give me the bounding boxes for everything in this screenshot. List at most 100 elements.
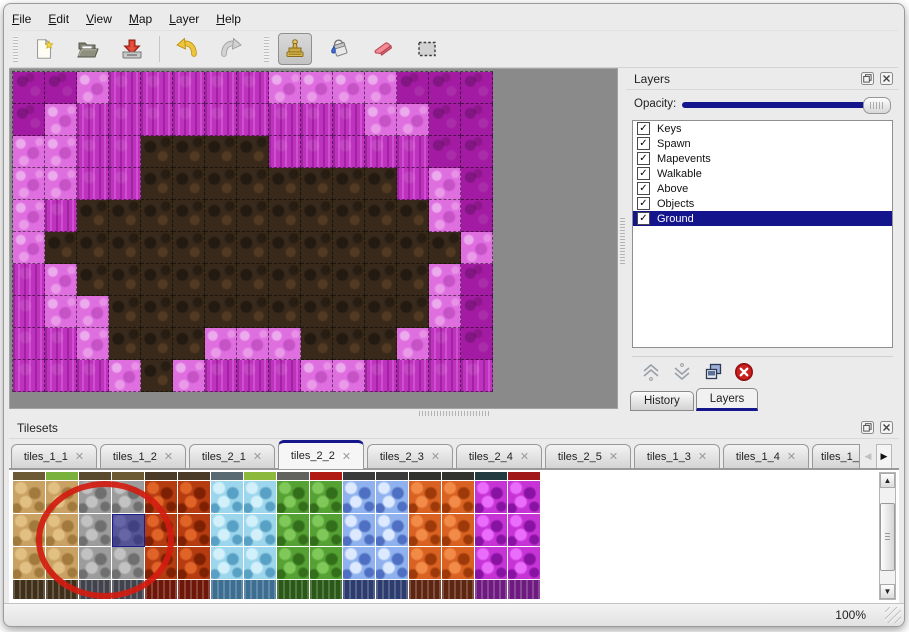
- tileset-tab-tiles_1_[interactable]: tiles_1_✕: [812, 444, 860, 468]
- tileset-tile[interactable]: [46, 514, 78, 546]
- duplicate-layer-button[interactable]: [702, 361, 724, 383]
- scroll-up-icon[interactable]: ▲: [880, 473, 895, 488]
- map-tile[interactable]: [45, 168, 77, 200]
- map-tile[interactable]: [429, 264, 461, 296]
- move-layer-up-button[interactable]: [640, 361, 662, 383]
- map-tile[interactable]: [365, 328, 397, 360]
- map-tile[interactable]: [269, 296, 301, 328]
- tileset-tile[interactable]: [13, 472, 45, 480]
- map-tile[interactable]: [205, 296, 237, 328]
- tileset-tile[interactable]: [46, 481, 78, 513]
- tileset-tile[interactable]: [145, 472, 177, 480]
- open-button[interactable]: [71, 33, 105, 65]
- toolbar-grip[interactable]: [13, 36, 18, 62]
- map-tile[interactable]: [333, 264, 365, 296]
- map-tile[interactable]: [77, 104, 109, 136]
- map-tile[interactable]: [173, 72, 205, 104]
- map-tile[interactable]: [77, 360, 109, 392]
- tileset-tile[interactable]: [442, 514, 474, 546]
- tileset-tile[interactable]: [376, 514, 408, 546]
- map-tile[interactable]: [365, 72, 397, 104]
- map-tile[interactable]: [333, 360, 365, 392]
- tab-scroll-left-icon[interactable]: ◀: [864, 450, 872, 461]
- tileset-tile[interactable]: [13, 514, 45, 546]
- tileset-tile[interactable]: [376, 580, 408, 599]
- tileset-tile[interactable]: [277, 514, 309, 546]
- tileset-tile[interactable]: [145, 580, 177, 599]
- map-tile[interactable]: [301, 168, 333, 200]
- map-tile[interactable]: [77, 296, 109, 328]
- map-tile[interactable]: [13, 328, 45, 360]
- tileset-tile[interactable]: [442, 580, 474, 599]
- tileset-tile[interactable]: [112, 481, 144, 513]
- tileset-tile[interactable]: [409, 580, 441, 599]
- map-tile[interactable]: [301, 136, 333, 168]
- tileset-tile[interactable]: [310, 580, 342, 599]
- map-tile[interactable]: [109, 136, 141, 168]
- map-tile[interactable]: [237, 360, 269, 392]
- horizontal-splitter[interactable]: [9, 410, 899, 417]
- tileset-tile[interactable]: [343, 481, 375, 513]
- map-tile[interactable]: [141, 360, 173, 392]
- move-layer-down-button[interactable]: [671, 361, 693, 383]
- tileset-tile[interactable]: [508, 547, 540, 579]
- tileset-tile[interactable]: [112, 547, 144, 579]
- tileset-tab-tiles_1_4[interactable]: tiles_1_4 ✕: [723, 444, 809, 468]
- map-tile[interactable]: [205, 104, 237, 136]
- map-tile[interactable]: [141, 136, 173, 168]
- fill-button[interactable]: [322, 33, 356, 65]
- map-tile[interactable]: [237, 232, 269, 264]
- map-tile[interactable]: [301, 264, 333, 296]
- map-tile[interactable]: [397, 136, 429, 168]
- map-tile[interactable]: [333, 232, 365, 264]
- tileset-tile[interactable]: [409, 472, 441, 480]
- tileset-tab-tiles_2_1[interactable]: tiles_2_1 ✕: [189, 444, 275, 468]
- tileset-tile[interactable]: [277, 580, 309, 599]
- map-tile[interactable]: [333, 200, 365, 232]
- redo-button[interactable]: [214, 33, 248, 65]
- map-tile[interactable]: [365, 264, 397, 296]
- tileset-tile[interactable]: [475, 481, 507, 513]
- layer-visibility-checkbox[interactable]: ✓: [637, 152, 650, 165]
- map-tile[interactable]: [461, 200, 493, 232]
- tileset-tile[interactable]: [277, 481, 309, 513]
- map-tile[interactable]: [141, 232, 173, 264]
- map-tile[interactable]: [109, 104, 141, 136]
- tileset-tile[interactable]: [343, 547, 375, 579]
- stamp-button[interactable]: [278, 33, 312, 65]
- layer-visibility-checkbox[interactable]: ✓: [637, 137, 650, 150]
- tileset-scrollbar[interactable]: ▲ ▼: [879, 472, 896, 600]
- tab-close-icon[interactable]: ✕: [430, 451, 441, 463]
- tileset-tile[interactable]: [178, 547, 210, 579]
- tab-close-icon[interactable]: ✕: [519, 451, 530, 463]
- map-tile[interactable]: [269, 104, 301, 136]
- map-tile[interactable]: [237, 72, 269, 104]
- map-tile[interactable]: [429, 232, 461, 264]
- map-tile[interactable]: [461, 168, 493, 200]
- tileset-tile[interactable]: [442, 547, 474, 579]
- map-tile[interactable]: [141, 264, 173, 296]
- map-tile[interactable]: [237, 296, 269, 328]
- save-button[interactable]: [115, 33, 149, 65]
- map-tile[interactable]: [45, 360, 77, 392]
- tileset-tile[interactable]: [244, 514, 276, 546]
- map-tile[interactable]: [13, 72, 45, 104]
- map-tile[interactable]: [173, 296, 205, 328]
- layer-row-spawn[interactable]: ✓ Spawn: [633, 136, 892, 151]
- map-tile[interactable]: [141, 296, 173, 328]
- map-tile[interactable]: [13, 296, 45, 328]
- tileset-tile[interactable]: [277, 472, 309, 480]
- new-button[interactable]: [27, 33, 61, 65]
- map-tile[interactable]: [269, 232, 301, 264]
- close-icon[interactable]: [880, 72, 893, 85]
- eraser-button[interactable]: [366, 33, 400, 65]
- map-tile[interactable]: [173, 360, 205, 392]
- map-tile[interactable]: [333, 168, 365, 200]
- map-canvas[interactable]: [9, 68, 618, 409]
- tab-close-icon[interactable]: ✕: [74, 451, 85, 463]
- map-tile[interactable]: [173, 328, 205, 360]
- tileset-tile[interactable]: [46, 547, 78, 579]
- map-tile[interactable]: [205, 72, 237, 104]
- dock-tab-history[interactable]: History: [630, 391, 694, 411]
- map-tile[interactable]: [173, 264, 205, 296]
